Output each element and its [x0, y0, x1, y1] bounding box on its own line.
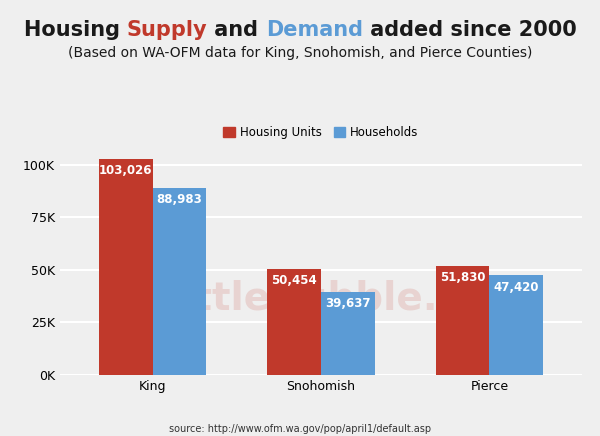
Text: 51,830: 51,830: [440, 271, 485, 284]
Text: 47,420: 47,420: [494, 281, 539, 293]
Text: source: http://www.ofm.wa.gov/pop/april1/default.asp: source: http://www.ofm.wa.gov/pop/april1…: [169, 424, 431, 434]
Text: 103,026: 103,026: [99, 164, 152, 177]
Text: 50,454: 50,454: [271, 274, 317, 287]
Text: SeattleBubble.com: SeattleBubble.com: [113, 280, 529, 318]
Bar: [152, 188, 206, 375]
Text: (Based on WA-OFM data for King, Snohomish, and Pierce Counties): (Based on WA-OFM data for King, Snohomis…: [68, 46, 532, 60]
Text: Housing: Housing: [23, 20, 127, 40]
Legend: Housing Units, Households: Housing Units, Households: [219, 122, 423, 144]
Bar: [99, 159, 152, 375]
Text: Demand: Demand: [266, 20, 362, 40]
Text: added since 2000: added since 2000: [362, 20, 577, 40]
Bar: [267, 269, 321, 375]
Bar: [490, 276, 543, 375]
Text: 88,983: 88,983: [157, 193, 202, 206]
Text: 39,637: 39,637: [325, 297, 371, 310]
Text: and: and: [208, 20, 266, 40]
Text: Supply: Supply: [127, 20, 208, 40]
Bar: [436, 266, 490, 375]
Bar: [321, 292, 375, 375]
